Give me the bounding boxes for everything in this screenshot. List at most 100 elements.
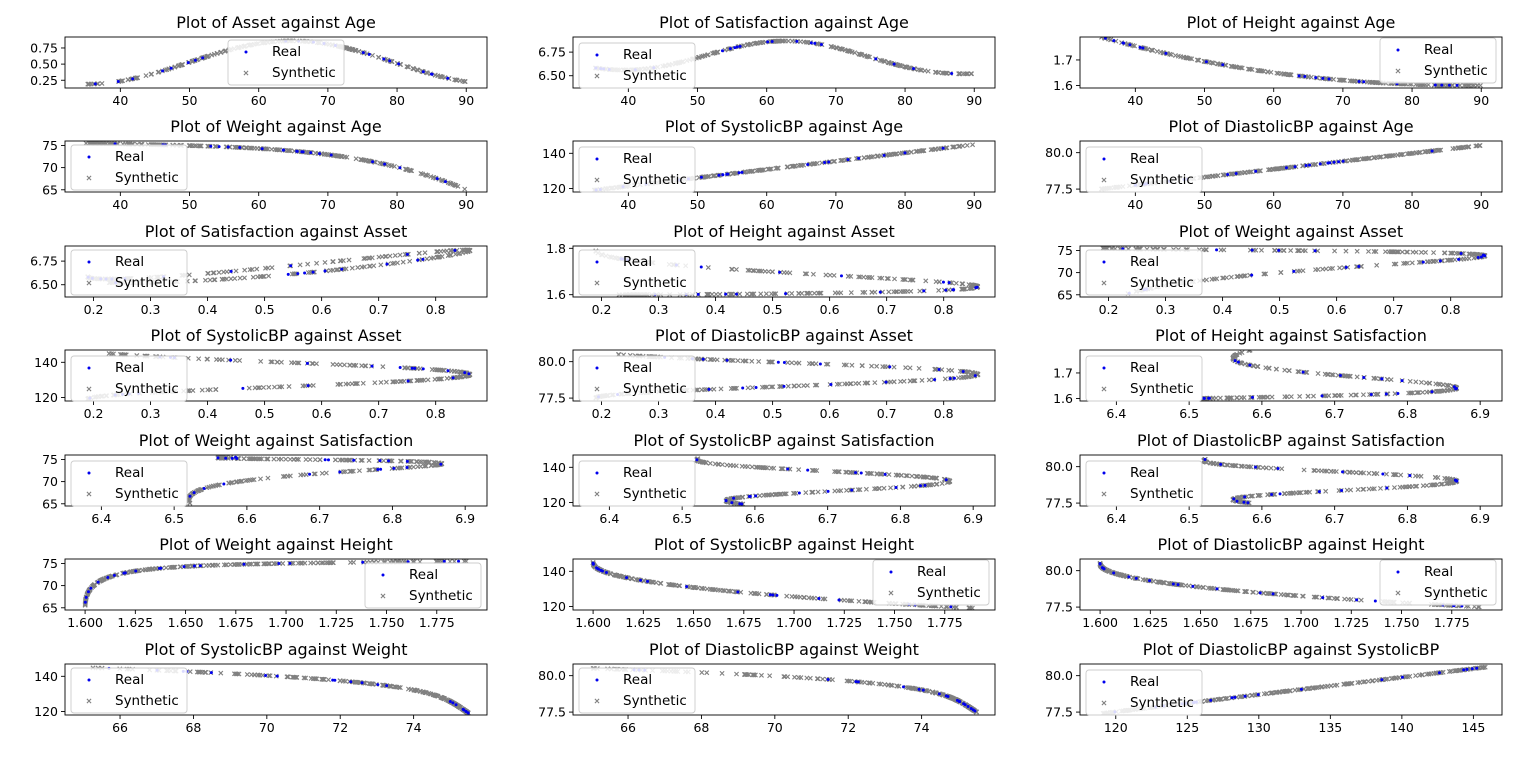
synthetic-point bbox=[1406, 484, 1412, 490]
x-tick-label: 90 bbox=[458, 197, 474, 212]
synthetic-point bbox=[1255, 67, 1261, 73]
synthetic-point bbox=[1434, 388, 1440, 394]
synthetic-point bbox=[1424, 389, 1430, 395]
real-point bbox=[242, 562, 246, 566]
y-tick-label: 65 bbox=[42, 182, 58, 197]
synthetic-point bbox=[1168, 52, 1174, 58]
synthetic-point bbox=[349, 381, 355, 387]
synthetic-point bbox=[970, 370, 976, 376]
synthetic-point bbox=[796, 290, 802, 296]
real-point bbox=[1440, 83, 1444, 87]
synthetic-point bbox=[791, 383, 797, 389]
synthetic-point bbox=[1313, 267, 1319, 273]
synthetic-point bbox=[1434, 147, 1440, 153]
synthetic-point bbox=[909, 473, 915, 479]
real-point bbox=[1293, 165, 1297, 169]
subplot-title: Plot of DiastolicBP against Age bbox=[1168, 117, 1413, 136]
real-point bbox=[1171, 582, 1175, 586]
synthetic-point bbox=[224, 276, 230, 282]
real-point bbox=[1328, 161, 1332, 165]
real-point bbox=[230, 456, 234, 460]
synthetic-point bbox=[367, 158, 373, 164]
synthetic-point bbox=[186, 497, 192, 503]
synthetic-point bbox=[635, 577, 641, 583]
synthetic-point bbox=[892, 276, 898, 282]
synthetic-point bbox=[949, 367, 955, 373]
synthetic-point bbox=[843, 469, 849, 475]
real-point bbox=[96, 580, 100, 584]
x-tick-label: 90 bbox=[458, 93, 474, 108]
synthetic-point bbox=[205, 270, 211, 276]
real-point bbox=[446, 369, 450, 373]
synthetic-point bbox=[705, 174, 711, 180]
synthetic-point bbox=[1360, 486, 1366, 492]
synthetic-point bbox=[128, 569, 134, 575]
real-point bbox=[222, 482, 226, 486]
synthetic-point bbox=[875, 153, 881, 159]
synthetic-point bbox=[323, 470, 329, 476]
real-point bbox=[89, 586, 93, 590]
real-point bbox=[947, 281, 951, 285]
real-point bbox=[277, 562, 281, 566]
synthetic-point bbox=[745, 267, 751, 273]
x-tick-label: 0.5 bbox=[255, 406, 275, 421]
synthetic-point bbox=[1409, 260, 1415, 266]
synthetic-point bbox=[1286, 368, 1292, 374]
x-tick-label: 0.4 bbox=[198, 406, 218, 421]
x-tick-label: 1.750 bbox=[877, 615, 913, 630]
synthetic-point bbox=[950, 144, 956, 150]
synthetic-point bbox=[1237, 170, 1243, 176]
synthetic-point bbox=[399, 378, 405, 384]
synthetic-point bbox=[1228, 274, 1234, 280]
legend-real-label: Real bbox=[115, 360, 144, 376]
synthetic-point bbox=[1392, 391, 1398, 397]
x-tick-label: 0.5 bbox=[1270, 302, 1290, 317]
real-point bbox=[309, 151, 313, 155]
synthetic-point bbox=[857, 51, 863, 57]
real-point bbox=[730, 501, 734, 505]
subplot-title: Plot of Height against Age bbox=[1187, 13, 1396, 32]
axes-frame bbox=[64, 454, 488, 507]
synthetic-point bbox=[1261, 394, 1267, 400]
synthetic-point bbox=[796, 360, 802, 366]
synthetic-point bbox=[944, 70, 950, 76]
synthetic-point bbox=[407, 464, 413, 470]
synthetic-point bbox=[319, 470, 325, 476]
real-point bbox=[738, 502, 742, 506]
x-tick-label: 0.2 bbox=[1099, 302, 1119, 317]
synthetic-point bbox=[1242, 273, 1248, 279]
y-tick-label: 120 bbox=[34, 390, 58, 405]
synthetic-point bbox=[1445, 383, 1451, 388]
synthetic-point bbox=[901, 277, 907, 283]
x-tick-label: 80 bbox=[897, 93, 913, 108]
real-point bbox=[435, 177, 439, 181]
x-tick-label: 0.3 bbox=[1156, 302, 1176, 317]
synthetic-point bbox=[149, 566, 155, 572]
synthetic-point bbox=[749, 385, 755, 391]
real-point bbox=[1447, 83, 1451, 87]
real-point bbox=[809, 41, 813, 45]
real-point bbox=[1400, 379, 1404, 383]
synthetic-point bbox=[809, 489, 815, 495]
real-point bbox=[383, 162, 387, 166]
synthetic-point bbox=[1327, 595, 1333, 601]
synthetic-point bbox=[814, 382, 820, 388]
real-point bbox=[819, 43, 823, 47]
synthetic-point bbox=[904, 473, 910, 479]
synthetic-point bbox=[251, 456, 257, 462]
synthetic-point bbox=[749, 291, 755, 297]
real-point bbox=[973, 374, 977, 378]
synthetic-point bbox=[263, 265, 268, 271]
synthetic-point bbox=[1435, 381, 1441, 387]
synthetic-point bbox=[1250, 363, 1256, 369]
synthetic-point bbox=[1108, 37, 1114, 43]
real-point bbox=[352, 458, 356, 462]
synthetic-point bbox=[936, 279, 942, 285]
synthetic-point bbox=[1246, 464, 1252, 470]
synthetic-point bbox=[880, 364, 886, 370]
synthetic-point bbox=[1117, 572, 1123, 578]
x-tick-label: 0.4 bbox=[198, 302, 218, 317]
